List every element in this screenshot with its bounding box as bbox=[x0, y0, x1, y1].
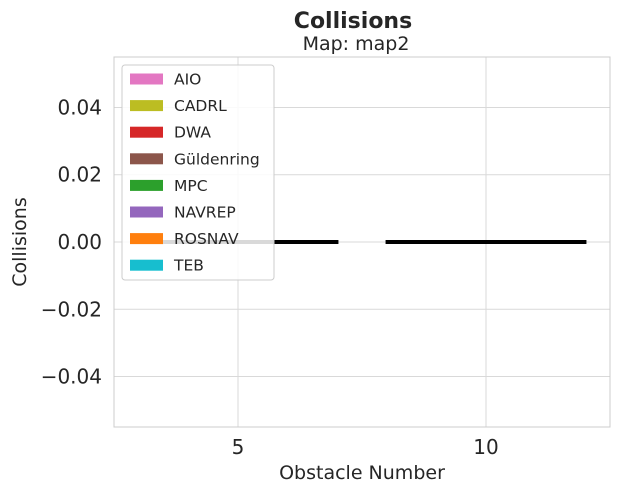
x-tick-labels: 5 10 bbox=[232, 435, 499, 459]
y-tick-label: 0.04 bbox=[57, 95, 102, 119]
y-tick-label: 0.02 bbox=[57, 163, 102, 187]
legend-swatch bbox=[130, 100, 163, 112]
legend-swatch bbox=[130, 233, 163, 245]
legend-swatch bbox=[130, 259, 163, 271]
legend: AIO CADRL DWA Güldenring MPC NAVREP ROSNAV TEB bbox=[121, 64, 275, 281]
legend-box bbox=[121, 64, 275, 281]
legend-swatch bbox=[130, 153, 163, 165]
y-tick-label: 0.00 bbox=[57, 230, 102, 254]
y-axis-label: Collisions bbox=[9, 197, 31, 286]
legend-label: TEB bbox=[173, 257, 204, 275]
chart-subtitle: Map: map2 bbox=[303, 33, 410, 55]
y-tick-label: −0.04 bbox=[41, 365, 102, 389]
x-tick-label: 5 bbox=[232, 435, 245, 459]
legend-swatch bbox=[130, 73, 163, 85]
legend-label: NAVREP bbox=[174, 204, 236, 222]
legend-label: MPC bbox=[174, 177, 208, 195]
y-tick-label: −0.02 bbox=[41, 297, 102, 321]
legend-swatch bbox=[130, 206, 163, 218]
legend-swatch bbox=[130, 179, 163, 191]
plot-frame bbox=[113, 56, 611, 428]
legend-label: ROSNAV bbox=[174, 230, 239, 248]
legend-label: AIO bbox=[174, 71, 201, 89]
legend-swatch bbox=[130, 126, 163, 138]
y-tick-labels: −0.04 −0.02 0.00 0.02 0.04 bbox=[41, 95, 102, 388]
legend-label: DWA bbox=[174, 124, 211, 142]
legend-label: CADRL bbox=[174, 97, 227, 115]
x-tick-label: 10 bbox=[473, 435, 498, 459]
chart-title: Collisions bbox=[294, 9, 412, 34]
legend-label: Güldenring bbox=[174, 150, 260, 168]
x-axis-label: Obstacle Number bbox=[279, 462, 445, 484]
